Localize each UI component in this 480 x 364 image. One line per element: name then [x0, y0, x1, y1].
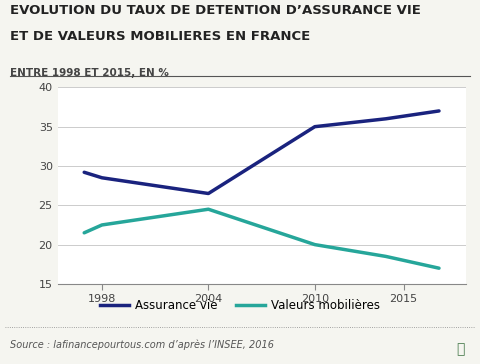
Text: EVOLUTION DU TAUX DE DETENTION D’ASSURANCE VIE: EVOLUTION DU TAUX DE DETENTION D’ASSURAN…	[10, 4, 420, 17]
Text: ENTRE 1998 ET 2015, EN %: ENTRE 1998 ET 2015, EN %	[10, 68, 168, 79]
Text: 🌳: 🌳	[456, 342, 465, 356]
Text: Source : lafinancepourtous.com d’après l’INSEE, 2016: Source : lafinancepourtous.com d’après l…	[10, 339, 274, 349]
Legend: Assurance vie, Valeurs mobilières: Assurance vie, Valeurs mobilières	[95, 294, 385, 317]
Text: ET DE VALEURS MOBILIERES EN FRANCE: ET DE VALEURS MOBILIERES EN FRANCE	[10, 31, 310, 43]
